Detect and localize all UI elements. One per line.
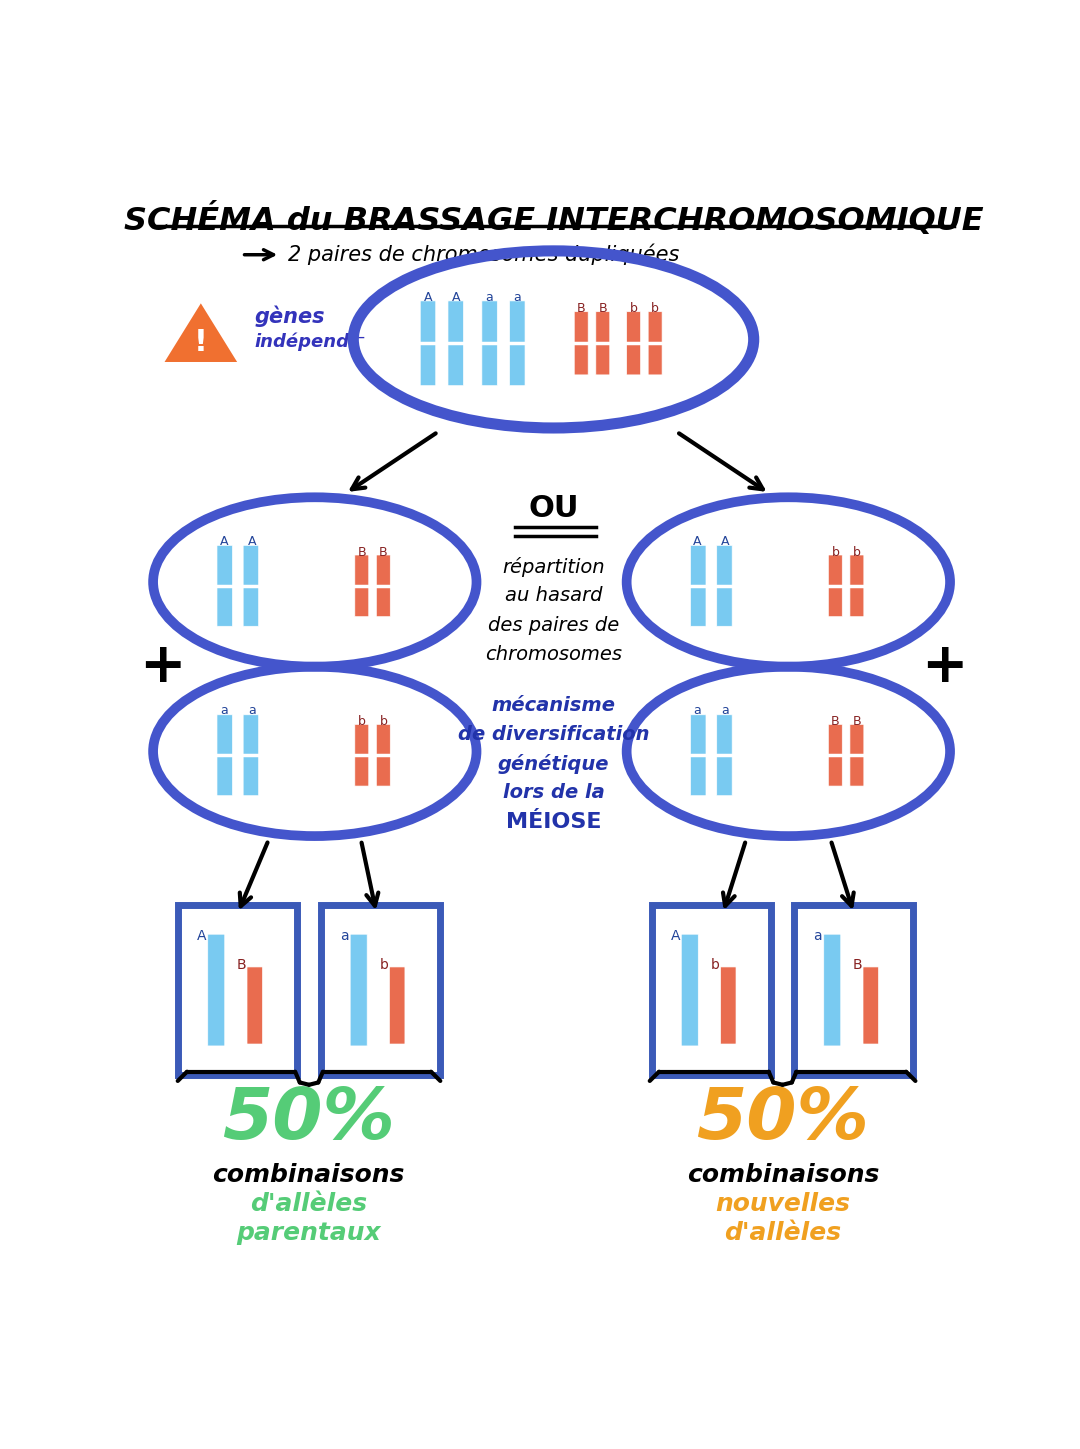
FancyBboxPatch shape bbox=[850, 555, 864, 617]
Text: +: + bbox=[921, 639, 968, 694]
Text: combinaisons: combinaisons bbox=[687, 1164, 879, 1187]
Text: b: b bbox=[853, 546, 861, 559]
FancyBboxPatch shape bbox=[717, 545, 732, 626]
FancyBboxPatch shape bbox=[648, 312, 662, 375]
Text: gènes: gènes bbox=[255, 306, 325, 327]
Text: A: A bbox=[451, 291, 460, 304]
FancyBboxPatch shape bbox=[717, 714, 732, 796]
FancyBboxPatch shape bbox=[243, 714, 258, 796]
Text: SCHÉMA du BRASSAGE INTERCHROMOSOMIQUE: SCHÉMA du BRASSAGE INTERCHROMOSOMIQUE bbox=[124, 203, 983, 238]
FancyBboxPatch shape bbox=[720, 966, 735, 1043]
FancyBboxPatch shape bbox=[376, 555, 390, 617]
FancyBboxPatch shape bbox=[178, 906, 297, 1075]
Text: B: B bbox=[852, 716, 861, 729]
Text: !: ! bbox=[194, 327, 207, 356]
FancyBboxPatch shape bbox=[355, 555, 368, 617]
FancyBboxPatch shape bbox=[247, 966, 262, 1043]
FancyBboxPatch shape bbox=[626, 312, 640, 375]
Polygon shape bbox=[161, 300, 241, 364]
Text: B: B bbox=[379, 546, 388, 559]
Text: B: B bbox=[577, 301, 585, 314]
Text: 50%: 50% bbox=[697, 1085, 869, 1153]
FancyBboxPatch shape bbox=[824, 935, 840, 1046]
Text: des paires de: des paires de bbox=[488, 616, 619, 635]
Text: d'allèles: d'allèles bbox=[725, 1222, 841, 1245]
FancyBboxPatch shape bbox=[390, 966, 405, 1043]
Text: B: B bbox=[853, 958, 863, 971]
Text: lors de la: lors de la bbox=[502, 784, 605, 803]
Text: répartition: répartition bbox=[502, 556, 605, 577]
FancyBboxPatch shape bbox=[863, 966, 878, 1043]
Text: A: A bbox=[693, 535, 702, 548]
Text: b: b bbox=[832, 546, 839, 559]
Text: b: b bbox=[711, 958, 719, 971]
Text: OU: OU bbox=[528, 494, 579, 523]
FancyBboxPatch shape bbox=[376, 724, 390, 785]
Text: +: + bbox=[139, 639, 186, 694]
FancyBboxPatch shape bbox=[681, 935, 699, 1046]
Text: MÉIOSE: MÉIOSE bbox=[505, 813, 602, 832]
Text: a: a bbox=[340, 929, 349, 943]
FancyBboxPatch shape bbox=[828, 555, 842, 617]
Text: b: b bbox=[380, 958, 389, 971]
FancyBboxPatch shape bbox=[850, 724, 864, 785]
FancyBboxPatch shape bbox=[482, 301, 497, 385]
Text: A: A bbox=[247, 535, 256, 548]
Text: a: a bbox=[721, 704, 729, 717]
Text: b: b bbox=[651, 301, 659, 314]
FancyBboxPatch shape bbox=[575, 312, 589, 375]
Text: 50%: 50% bbox=[222, 1085, 395, 1153]
Text: d'allèles: d'allèles bbox=[251, 1193, 367, 1216]
Text: parentaux: parentaux bbox=[237, 1222, 381, 1245]
Text: b: b bbox=[379, 716, 388, 729]
FancyBboxPatch shape bbox=[690, 545, 706, 626]
Text: indépendᵗ⁻: indépendᵗ⁻ bbox=[255, 332, 366, 351]
FancyBboxPatch shape bbox=[794, 906, 914, 1075]
Text: 2 paires de chromosomes dupliquées: 2 paires de chromosomes dupliquées bbox=[288, 243, 679, 265]
FancyBboxPatch shape bbox=[355, 724, 368, 785]
Text: a: a bbox=[513, 291, 522, 304]
Text: A: A bbox=[721, 535, 729, 548]
Text: B: B bbox=[237, 958, 246, 971]
FancyBboxPatch shape bbox=[207, 935, 225, 1046]
Text: A: A bbox=[219, 535, 228, 548]
Text: B: B bbox=[357, 546, 366, 559]
FancyBboxPatch shape bbox=[350, 935, 367, 1046]
Text: mécanisme: mécanisme bbox=[491, 696, 616, 714]
Text: B: B bbox=[831, 716, 839, 729]
Text: A: A bbox=[423, 291, 432, 304]
FancyBboxPatch shape bbox=[217, 714, 232, 796]
Text: A: A bbox=[671, 929, 680, 943]
Text: de diversification: de diversification bbox=[458, 724, 649, 743]
Text: chromosomes: chromosomes bbox=[485, 645, 622, 664]
FancyBboxPatch shape bbox=[828, 724, 842, 785]
FancyBboxPatch shape bbox=[690, 714, 706, 796]
Text: b: b bbox=[357, 716, 366, 729]
Text: nouvelles: nouvelles bbox=[715, 1193, 850, 1216]
Text: a: a bbox=[486, 291, 494, 304]
FancyBboxPatch shape bbox=[510, 301, 525, 385]
Text: combinaisons: combinaisons bbox=[213, 1164, 405, 1187]
Text: b: b bbox=[630, 301, 637, 314]
FancyBboxPatch shape bbox=[217, 545, 232, 626]
FancyBboxPatch shape bbox=[243, 545, 258, 626]
Text: A: A bbox=[197, 929, 206, 943]
FancyBboxPatch shape bbox=[596, 312, 610, 375]
Text: a: a bbox=[247, 704, 256, 717]
Text: a: a bbox=[693, 704, 701, 717]
Text: B: B bbox=[598, 301, 607, 314]
Text: au hasard: au hasard bbox=[504, 587, 603, 606]
FancyBboxPatch shape bbox=[321, 906, 440, 1075]
Text: a: a bbox=[220, 704, 228, 717]
Text: génétique: génétique bbox=[498, 753, 609, 774]
FancyBboxPatch shape bbox=[651, 906, 771, 1075]
FancyBboxPatch shape bbox=[448, 301, 463, 385]
FancyBboxPatch shape bbox=[420, 301, 435, 385]
Text: a: a bbox=[813, 929, 822, 943]
